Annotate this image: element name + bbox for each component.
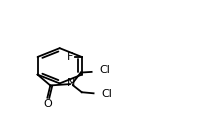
- Text: F: F: [67, 52, 73, 62]
- Text: N: N: [67, 78, 76, 88]
- Text: Cl: Cl: [99, 65, 110, 75]
- Text: O: O: [43, 99, 52, 109]
- Text: Cl: Cl: [101, 89, 112, 99]
